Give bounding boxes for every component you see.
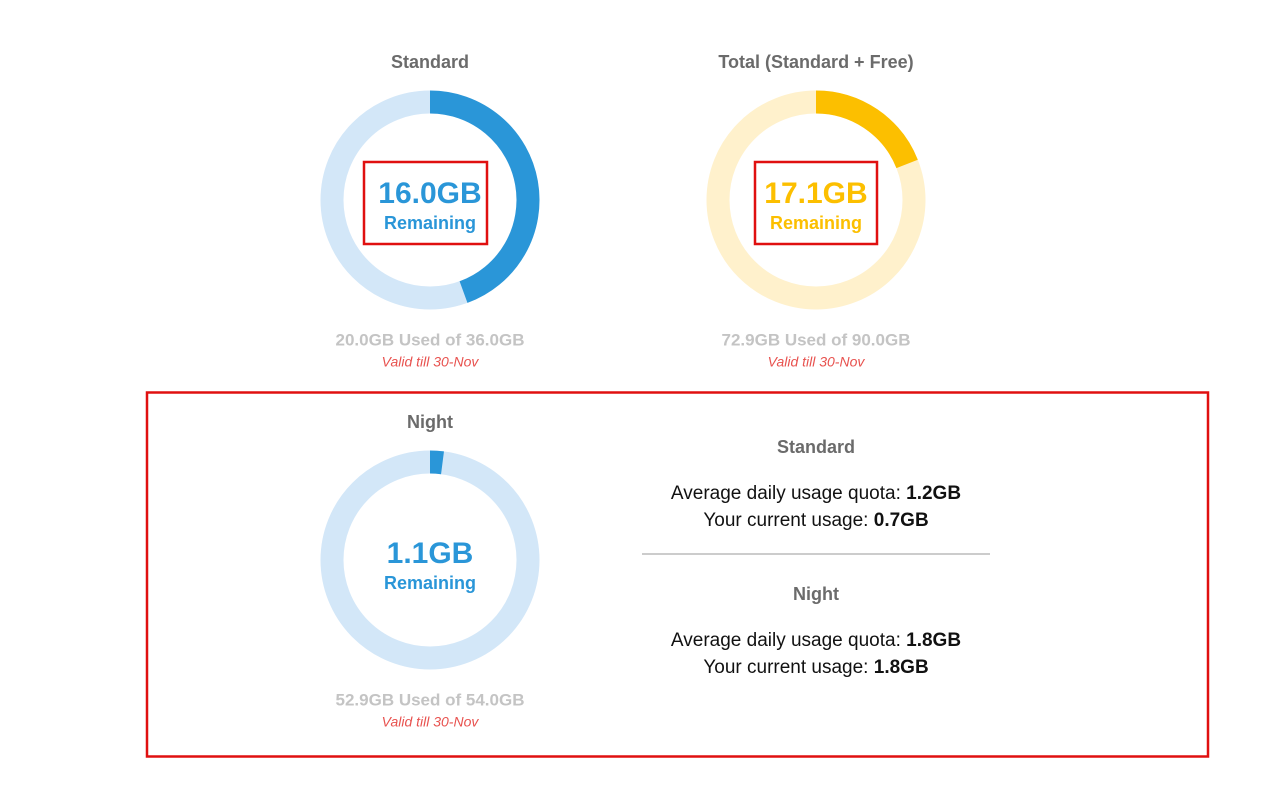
- quota-value: 0.7GB: [874, 510, 929, 531]
- remaining-amount: 1.1GB: [387, 537, 474, 570]
- donut-arc: [815, 90, 918, 169]
- quota-value: 1.8GB: [874, 657, 929, 678]
- remaining-caption: Remaining: [384, 573, 476, 593]
- usage-summary: 52.9GB Used of 54.0GB: [336, 690, 525, 709]
- meter-title: Total (Standard + Free): [718, 52, 913, 72]
- quota-label: Average daily usage quota:: [671, 483, 901, 504]
- quota-heading: Standard: [777, 437, 855, 457]
- quota-heading: Night: [793, 584, 839, 604]
- meter-title: Standard: [391, 52, 469, 72]
- highlight-box: [145, 391, 1210, 758]
- quota-label: Average daily usage quota:: [671, 630, 901, 651]
- donut-arc: [429, 450, 444, 475]
- usage-summary: 20.0GB Used of 36.0GB: [336, 330, 525, 349]
- quota-line: Average daily usage quota: 1.2GB: [671, 483, 961, 504]
- quota-label: Your current usage:: [703, 510, 868, 531]
- highlight-box: [753, 160, 879, 246]
- quota-line: Average daily usage quota: 1.8GB: [671, 630, 961, 651]
- validity: Valid till 30-Nov: [382, 354, 480, 370]
- validity: Valid till 30-Nov: [382, 714, 480, 730]
- remaining-amount: 16.0GB: [378, 177, 481, 210]
- highlight-box: [362, 160, 489, 246]
- quota-line: Your current usage: 1.8GB: [703, 657, 928, 678]
- remaining-caption: Remaining: [770, 213, 862, 233]
- quota-value: 1.8GB: [906, 630, 961, 651]
- remaining-caption: Remaining: [384, 213, 476, 233]
- donut-arc: [429, 90, 540, 303]
- quota-line: Your current usage: 0.7GB: [703, 510, 928, 531]
- usage-summary: 72.9GB Used of 90.0GB: [722, 330, 911, 349]
- quota-label: Your current usage:: [703, 657, 868, 678]
- remaining-amount: 17.1GB: [764, 177, 867, 210]
- quota-value: 1.2GB: [906, 483, 961, 504]
- validity: Valid till 30-Nov: [768, 354, 866, 370]
- meter-title: Night: [407, 412, 453, 432]
